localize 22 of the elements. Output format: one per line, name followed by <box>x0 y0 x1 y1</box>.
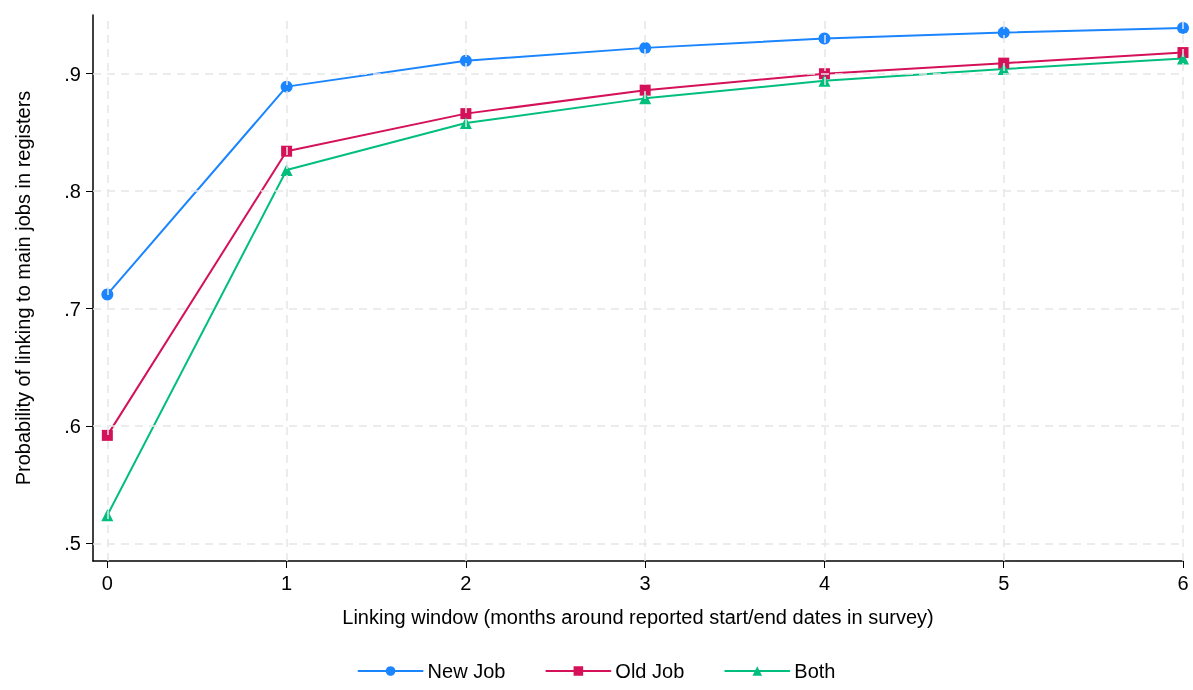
y-tick-label: .5 <box>64 532 81 555</box>
x-axis-title: Linking window (months around reported start/end dates in survey) <box>342 606 934 628</box>
x-tick-label: 2 <box>460 572 472 594</box>
y-tick-label: .9 <box>64 62 81 85</box>
y-tick-label: .7 <box>64 297 81 320</box>
point <box>460 108 472 120</box>
y-tick-label: .6 <box>64 414 81 437</box>
y-axis-title: Probability of linking to main jobs in registers <box>12 90 34 486</box>
legend-label: Old Job <box>615 660 685 682</box>
x-tick-label: 4 <box>818 572 831 594</box>
point <box>101 429 113 441</box>
point <box>459 54 472 67</box>
y-tick-label: .8 <box>64 180 81 203</box>
x-tick-label: 3 <box>639 572 651 594</box>
x-tick-label: 6 <box>1177 572 1189 594</box>
legend-label: Both <box>794 660 836 682</box>
legend-label: New Job <box>427 660 506 682</box>
x-tick-label: 0 <box>101 572 113 594</box>
x-tick-label: 5 <box>998 572 1010 594</box>
x-tick-label: 1 <box>281 572 293 594</box>
point <box>639 84 651 96</box>
point <box>639 41 652 54</box>
